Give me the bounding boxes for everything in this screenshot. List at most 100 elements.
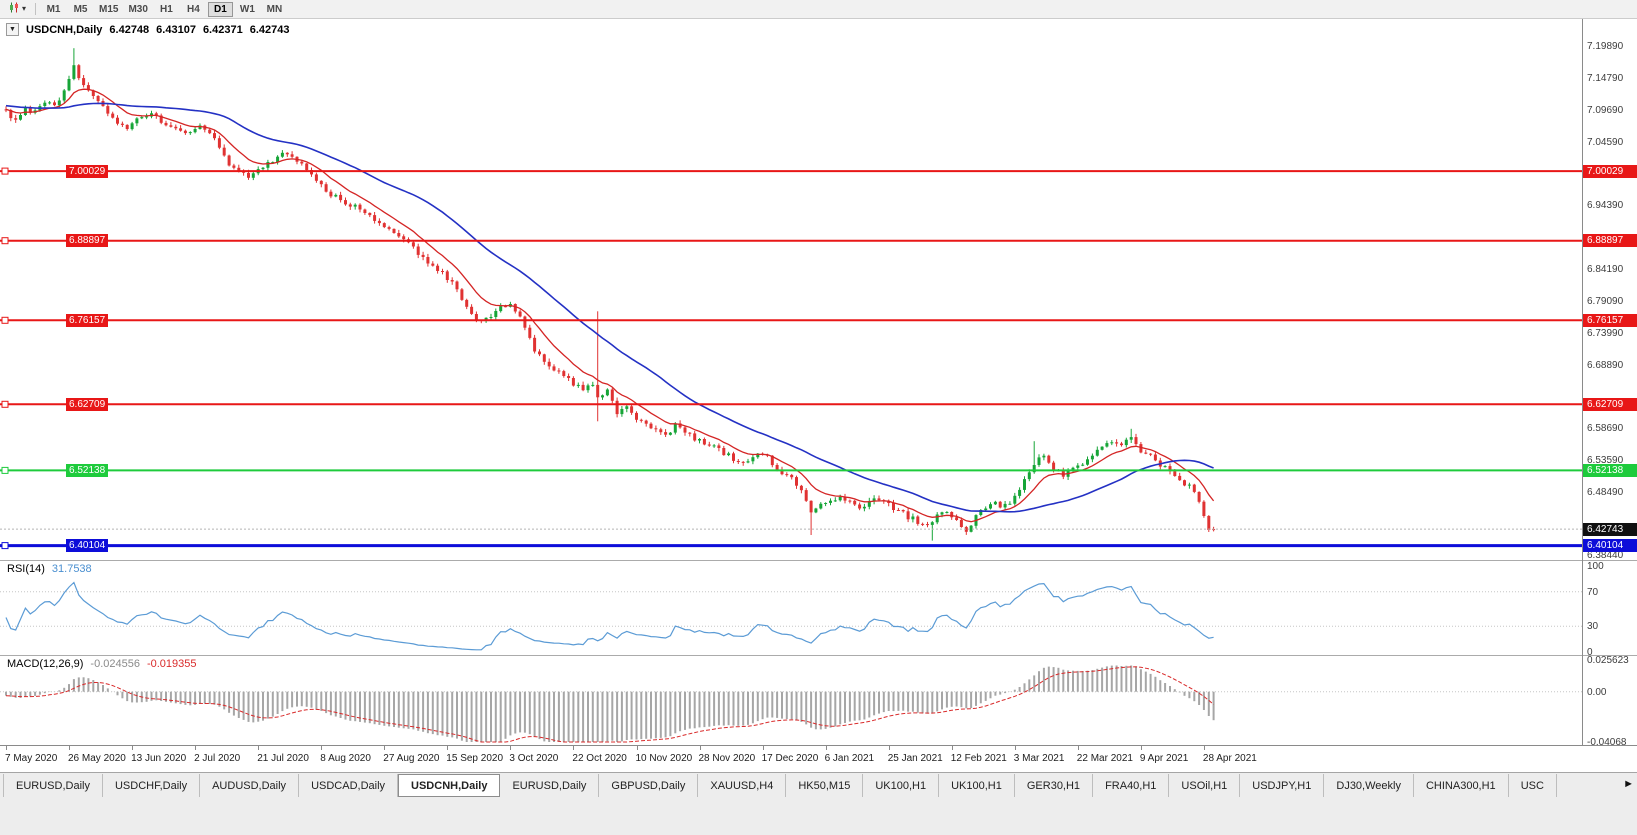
candle [261, 167, 265, 170]
timeframe-button-h1[interactable]: H1 [160, 3, 173, 15]
chart-tab[interactable]: HK50,M15 [786, 774, 864, 797]
timeframe-button-d1[interactable]: D1 [207, 1, 233, 17]
rsi-scale-label: 70 [1587, 586, 1599, 598]
candle [1110, 442, 1114, 444]
candle [120, 123, 124, 125]
candle [940, 512, 944, 515]
candle [285, 152, 289, 155]
pane-separator[interactable] [0, 560, 1637, 561]
chart-tab[interactable]: DJ30,Weekly [1324, 774, 1414, 797]
pane-separator[interactable] [0, 655, 1637, 656]
candle [329, 191, 333, 197]
time-axis-tick [132, 746, 134, 750]
hline-price-badge-left: 6.52138 [66, 463, 109, 477]
candle [688, 432, 692, 434]
chart-tab[interactable]: USDJPY,H1 [1240, 774, 1325, 797]
rsi-pane-canvas[interactable] [0, 561, 1637, 655]
candle [1052, 462, 1056, 471]
candle [358, 204, 362, 210]
timeframe-button-mn[interactable]: MN [266, 3, 283, 15]
timeframe-button-m5[interactable]: M5 [73, 3, 88, 15]
candle [421, 254, 425, 257]
chart-tab[interactable]: USC [1508, 774, 1557, 797]
timeframe-button-m30[interactable]: M30 [128, 3, 148, 15]
candle [843, 497, 847, 501]
timeframe-button-m1[interactable]: M1 [46, 3, 61, 15]
chart-tab[interactable]: USOil,H1 [1169, 774, 1241, 797]
candle [159, 115, 163, 123]
chart-tab[interactable]: EURUSD,Daily [3, 774, 103, 797]
hline-price-badge: 6.40104 [1583, 539, 1637, 553]
timeframe-button-w1[interactable]: W1 [239, 3, 255, 15]
line-handle[interactable] [1, 400, 9, 408]
candle [198, 125, 202, 129]
line-handle[interactable] [1, 167, 9, 175]
rsi-name: RSI(14) [7, 563, 45, 575]
chart-tab[interactable]: GBPUSD,Daily [599, 774, 699, 797]
chart-tab[interactable]: AUDUSD,Daily [200, 774, 300, 797]
candle [1144, 452, 1148, 454]
tab-scroll-right-icon[interactable]: ► [1623, 778, 1634, 790]
candle [1027, 472, 1031, 480]
time-axis-tick [69, 746, 70, 750]
candle [848, 500, 852, 502]
line-handle[interactable] [1, 237, 9, 245]
chart-tab[interactable]: USDCAD,Daily [299, 774, 399, 797]
candle [455, 281, 459, 290]
candle [858, 504, 862, 509]
macd-signal-value: -0.019355 [146, 658, 197, 670]
candle [668, 432, 672, 435]
candle [698, 439, 701, 441]
candle [1061, 470, 1065, 477]
candle [125, 124, 129, 129]
candle [528, 327, 532, 338]
candle [930, 522, 934, 525]
line-handle[interactable] [1, 542, 9, 550]
chart-tab[interactable]: GER30,H1 [1014, 774, 1094, 797]
chart-tab[interactable]: USDCNH,Daily [398, 774, 501, 797]
date-label: 7 May 2020 [5, 753, 58, 764]
chart-tab[interactable]: UK100,H1 [863, 774, 940, 797]
chart-type-button[interactable]: ▾ [5, 0, 30, 20]
line-handle[interactable] [1, 466, 9, 474]
time-axis-tick [888, 746, 890, 750]
rsi-line [5, 581, 1214, 651]
timeframe-button-h4[interactable]: H4 [187, 3, 200, 15]
candle [571, 378, 575, 386]
candle [445, 271, 449, 280]
candle [1013, 495, 1017, 504]
symbol-dropdown-icon[interactable]: ▼ [6, 23, 19, 36]
candle [53, 102, 56, 106]
candle [140, 117, 144, 119]
candle [1047, 455, 1051, 463]
candle [950, 512, 954, 518]
chart-tab[interactable]: USDCHF,Daily [102, 774, 201, 797]
candle [775, 465, 779, 470]
time-axis-tick [699, 746, 701, 750]
timeframe-buttons: M1 M5 M15 M30 H1 H4 D1 W1 MN [41, 1, 287, 17]
candle [183, 130, 187, 134]
candle [707, 444, 711, 446]
candle [227, 155, 231, 166]
candle [276, 156, 280, 162]
chart-tab[interactable]: EURUSD,Daily [500, 774, 600, 797]
date-label: 6 Jan 2021 [824, 753, 875, 764]
chart-tab[interactable]: UK100,H1 [939, 774, 1015, 797]
chart-tab[interactable]: FRA40,H1 [1093, 774, 1170, 797]
main-chart-canvas[interactable] [0, 19, 1637, 560]
timeframe-toolbar: ▾ M1 M5 M15 M30 H1 H4 D1 W1 MN [0, 0, 1637, 19]
candle [998, 501, 1002, 508]
chart-tab[interactable]: CHINA300,H1 [1413, 774, 1509, 797]
chart-tab[interactable]: XAUUSD,H4 [698, 774, 787, 797]
candle [174, 126, 178, 129]
timeframe-button-m15[interactable]: M15 [99, 3, 119, 15]
candle [1120, 443, 1123, 446]
time-axis[interactable]: 7 May 2020 26 May 2020 13 Jun 2020 2 Jul 20… [0, 746, 1637, 772]
date-label: 15 Sep 2020 [446, 753, 504, 764]
rsi-label: RSI(14) 31.7538 [7, 563, 92, 575]
candle [630, 406, 634, 413]
macd-pane-canvas[interactable] [0, 656, 1637, 745]
price-axis[interactable]: 7.19890 7.14790 7.09690 7.04590 6.94390 6.841… [1583, 19, 1637, 748]
candle [1105, 443, 1109, 447]
line-handle[interactable] [1, 316, 9, 324]
